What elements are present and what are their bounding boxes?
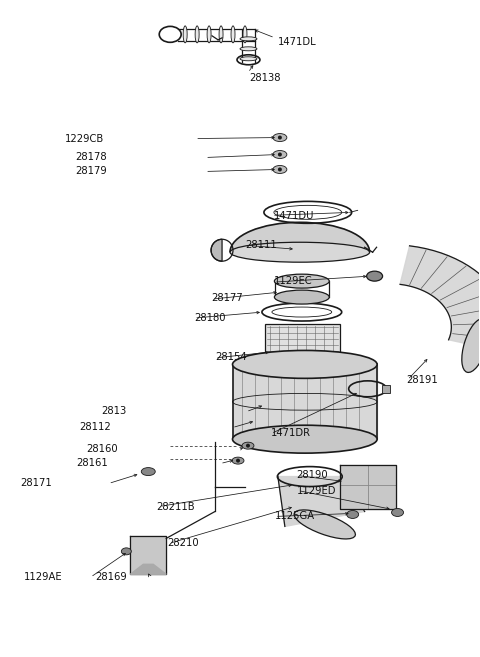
Text: 1471DR: 1471DR xyxy=(271,428,311,438)
Ellipse shape xyxy=(232,457,244,464)
Ellipse shape xyxy=(231,26,235,43)
Polygon shape xyxy=(130,564,166,574)
Ellipse shape xyxy=(240,57,257,61)
Polygon shape xyxy=(130,536,166,574)
Text: 1471DL: 1471DL xyxy=(278,37,317,47)
Text: 28112: 28112 xyxy=(80,422,111,432)
Text: 2813: 2813 xyxy=(101,406,126,416)
Text: 28138: 28138 xyxy=(250,73,281,83)
Text: 1129EC: 1129EC xyxy=(274,277,312,286)
Text: 28190: 28190 xyxy=(297,470,328,480)
Ellipse shape xyxy=(294,510,355,539)
Ellipse shape xyxy=(242,442,254,449)
Text: 28210: 28210 xyxy=(167,538,199,549)
Polygon shape xyxy=(232,365,377,439)
Bar xyxy=(382,385,390,393)
Polygon shape xyxy=(340,464,396,509)
Ellipse shape xyxy=(272,307,332,317)
Ellipse shape xyxy=(207,26,211,43)
Ellipse shape xyxy=(264,201,352,223)
Ellipse shape xyxy=(273,150,287,158)
Ellipse shape xyxy=(273,166,287,173)
Ellipse shape xyxy=(195,26,199,43)
Polygon shape xyxy=(400,246,480,351)
Ellipse shape xyxy=(219,26,223,43)
Ellipse shape xyxy=(240,37,257,41)
Ellipse shape xyxy=(274,206,342,219)
Text: 28161: 28161 xyxy=(76,459,108,468)
Ellipse shape xyxy=(141,468,155,476)
Circle shape xyxy=(246,443,250,447)
Bar xyxy=(265,324,340,362)
Wedge shape xyxy=(211,239,222,261)
Ellipse shape xyxy=(462,319,480,373)
Text: 28171: 28171 xyxy=(20,478,51,488)
Ellipse shape xyxy=(275,290,329,304)
Circle shape xyxy=(236,459,240,463)
Text: 1471DU: 1471DU xyxy=(274,211,314,221)
Text: 28178: 28178 xyxy=(75,152,107,162)
Text: 28180: 28180 xyxy=(194,313,226,323)
Circle shape xyxy=(278,168,282,171)
Text: 28154: 28154 xyxy=(215,352,247,362)
Circle shape xyxy=(278,152,282,156)
Ellipse shape xyxy=(240,47,257,51)
Ellipse shape xyxy=(232,425,377,453)
Text: 28111: 28111 xyxy=(245,240,276,250)
Polygon shape xyxy=(278,476,365,526)
Text: 1129ED: 1129ED xyxy=(297,486,336,496)
Ellipse shape xyxy=(243,26,247,43)
Circle shape xyxy=(278,135,282,139)
Text: 28179: 28179 xyxy=(75,166,107,176)
Text: 1129AE: 1129AE xyxy=(24,572,62,583)
Text: 28160: 28160 xyxy=(86,444,118,454)
Ellipse shape xyxy=(392,509,404,516)
Ellipse shape xyxy=(275,274,329,288)
Text: 28191: 28191 xyxy=(407,374,438,384)
Text: 1125GA: 1125GA xyxy=(275,511,314,521)
Ellipse shape xyxy=(347,510,359,518)
Ellipse shape xyxy=(273,133,287,141)
Polygon shape xyxy=(230,222,370,252)
Ellipse shape xyxy=(121,548,132,555)
Ellipse shape xyxy=(232,350,377,378)
Text: 1229CB: 1229CB xyxy=(65,133,105,143)
Text: 28169: 28169 xyxy=(96,572,127,583)
Text: 28177: 28177 xyxy=(211,294,243,304)
Text: 28211B: 28211B xyxy=(157,502,195,512)
Ellipse shape xyxy=(230,242,370,262)
Ellipse shape xyxy=(367,271,383,281)
Ellipse shape xyxy=(183,26,187,43)
